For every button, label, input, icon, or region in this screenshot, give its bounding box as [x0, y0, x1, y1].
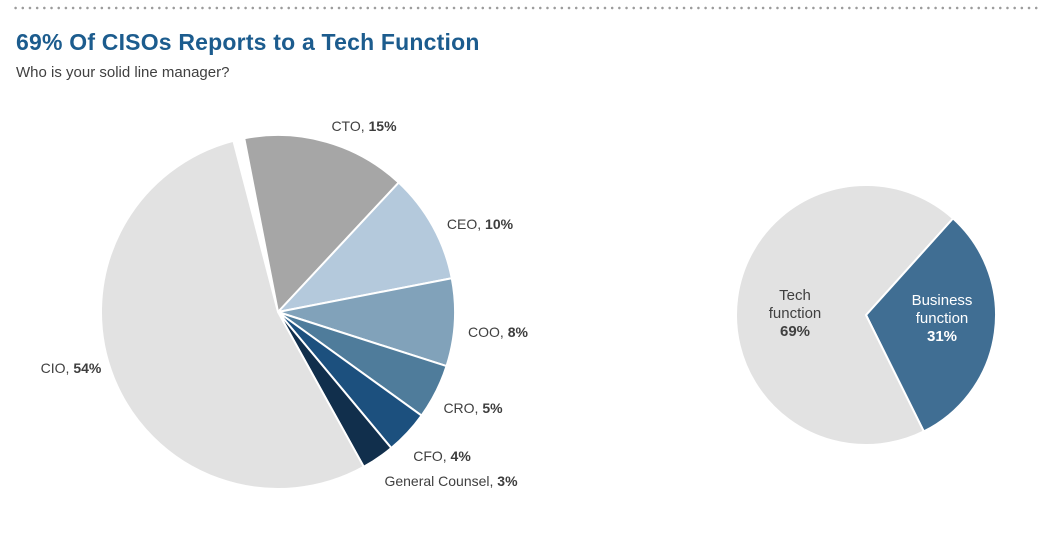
pie-slice-ceo	[277, 181, 453, 313]
pie-slice-tech-function	[735, 184, 954, 446]
inner-label-business-function: Business function 31%	[911, 292, 973, 345]
dotted-divider	[12, 6, 1038, 10]
inner-label-tech-function: Tech function 69%	[768, 287, 822, 340]
slice-label-coo: COO, 8%	[468, 324, 528, 340]
pie-slice-coo	[277, 277, 456, 368]
pie-slice-business-function	[865, 217, 997, 433]
pie-slice-cto	[243, 134, 400, 313]
slice-label-general-counsel: General Counsel, 3%	[384, 473, 518, 489]
slice-label-cto: CTO, 15%	[331, 118, 397, 134]
pie-slice-cio	[100, 139, 365, 490]
chart-question: Who is your solid line manager?	[16, 64, 230, 81]
slice-label-cfo: CFO, 4%	[413, 448, 471, 464]
slice-label-ceo: CEO, 10%	[446, 216, 514, 232]
slice-label-cio: CIO, 54%	[40, 360, 102, 376]
slice-label-cro: CRO, 5%	[443, 400, 503, 416]
page-title: 69% Of CISOs Reports to a Tech Function	[16, 29, 480, 55]
